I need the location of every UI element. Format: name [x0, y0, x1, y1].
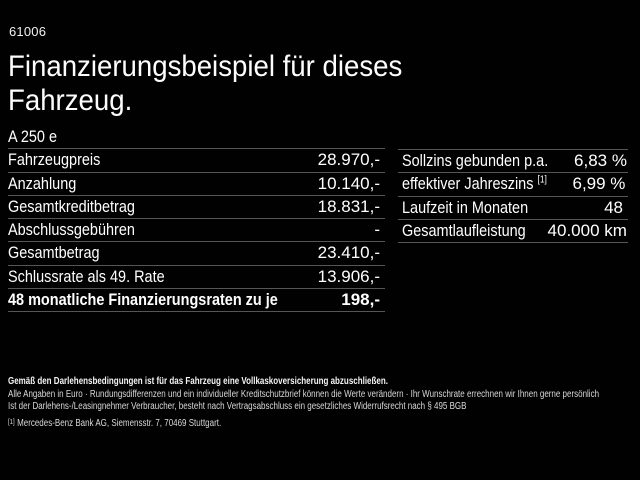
row-value: 23.410,- — [317, 243, 380, 263]
row-total-amount: Gesamtbetrag 23.410,- — [8, 242, 385, 266]
row-value: 28.970,- — [317, 150, 380, 170]
row-label-text: effektiver Jahreszins — [402, 174, 538, 194]
row-label: Gesamtkreditbetrag — [8, 196, 135, 216]
legal-disclaimer: Gemäß den Darlehensbedingungen ist für d… — [8, 376, 640, 414]
row-effective-interest: effektiver Jahreszins [1] 6,99 % — [398, 173, 628, 197]
disclaimer-line-withdrawal: Ist der Darlehens-/Leasingnehmer Verbrau… — [8, 401, 467, 413]
row-final-rate: Schlussrate als 49. Rate 13.906,- — [8, 266, 385, 289]
row-closing-fees: Abschlussgebühren - — [8, 219, 385, 243]
page-title-line2: Fahrzeug. — [8, 84, 133, 117]
row-down-payment: Anzahlung 10.140,- — [8, 173, 385, 196]
footnote-bank-address: [1] Mercedes-Benz Bank AG, Siemensstr. 7,… — [8, 417, 222, 429]
page-title: Finanzierungsbeispiel für dieses Fahrzeug… — [8, 50, 402, 118]
row-label: Gesamtbetrag — [8, 243, 100, 263]
row-value: 6,99 % — [572, 174, 626, 194]
finance-table: A 250 e Fahrzeugpreis 28.970,- Anzahlung… — [8, 126, 385, 312]
rates-table: Sollzins gebunden p.a. 6,83 % effektiver… — [398, 149, 628, 243]
row-value: 18.831,- — [317, 196, 380, 216]
footnote-text: Mercedes-Benz Bank AG, Siemensstr. 7, 70… — [17, 418, 222, 429]
row-label: Laufzeit in Monaten — [402, 197, 529, 217]
row-label: Gesamtlaufleistung — [402, 220, 526, 240]
row-label: effektiver Jahreszins [1] — [402, 174, 547, 194]
row-total-mileage: Gesamtlaufleistung 40.000 km — [398, 220, 628, 243]
row-value: 13.906,- — [317, 266, 380, 286]
row-value: 198,- — [341, 289, 380, 309]
row-value: 10.140,- — [317, 173, 380, 193]
row-nominal-interest: Sollzins gebunden p.a. 6,83 % — [398, 150, 628, 174]
model-name: A 250 e — [8, 127, 58, 147]
row-value: 48 — [604, 197, 623, 217]
row-value: 6,83 % — [574, 151, 627, 171]
row-model-header: A 250 e — [8, 126, 385, 150]
row-label: 48 monatliche Finanzierungsraten zu je — [8, 289, 278, 309]
disclaimer-line-euro: Alle Angaben in Euro · Rundungsdifferenz… — [8, 388, 600, 400]
screen-code: 61006 — [9, 24, 47, 39]
row-label: Fahrzeugpreis — [8, 150, 101, 170]
footnote-marker: [1] — [8, 417, 15, 426]
row-total-credit-amount: Gesamtkreditbetrag 18.831,- — [8, 196, 385, 219]
row-label: Sollzins gebunden p.a. — [402, 151, 549, 171]
row-label: Anzahlung — [8, 173, 77, 193]
row-label: Schlussrate als 49. Rate — [8, 266, 165, 286]
row-value: - — [374, 220, 380, 240]
row-term-months: Laufzeit in Monaten 48 — [398, 197, 628, 220]
disclaimer-line-insurance: Gemäß den Darlehensbedingungen ist für d… — [8, 376, 388, 387]
row-value: 40.000 km — [547, 220, 627, 240]
footnote-ref: [1] — [537, 174, 547, 186]
row-vehicle-price: Fahrzeugpreis 28.970,- — [8, 149, 385, 173]
row-label: Abschlussgebühren — [8, 220, 135, 240]
page-title-line1: Finanzierungsbeispiel für dieses — [8, 50, 403, 83]
row-monthly-rate: 48 monatliche Finanzierungsraten zu je 1… — [8, 289, 385, 312]
